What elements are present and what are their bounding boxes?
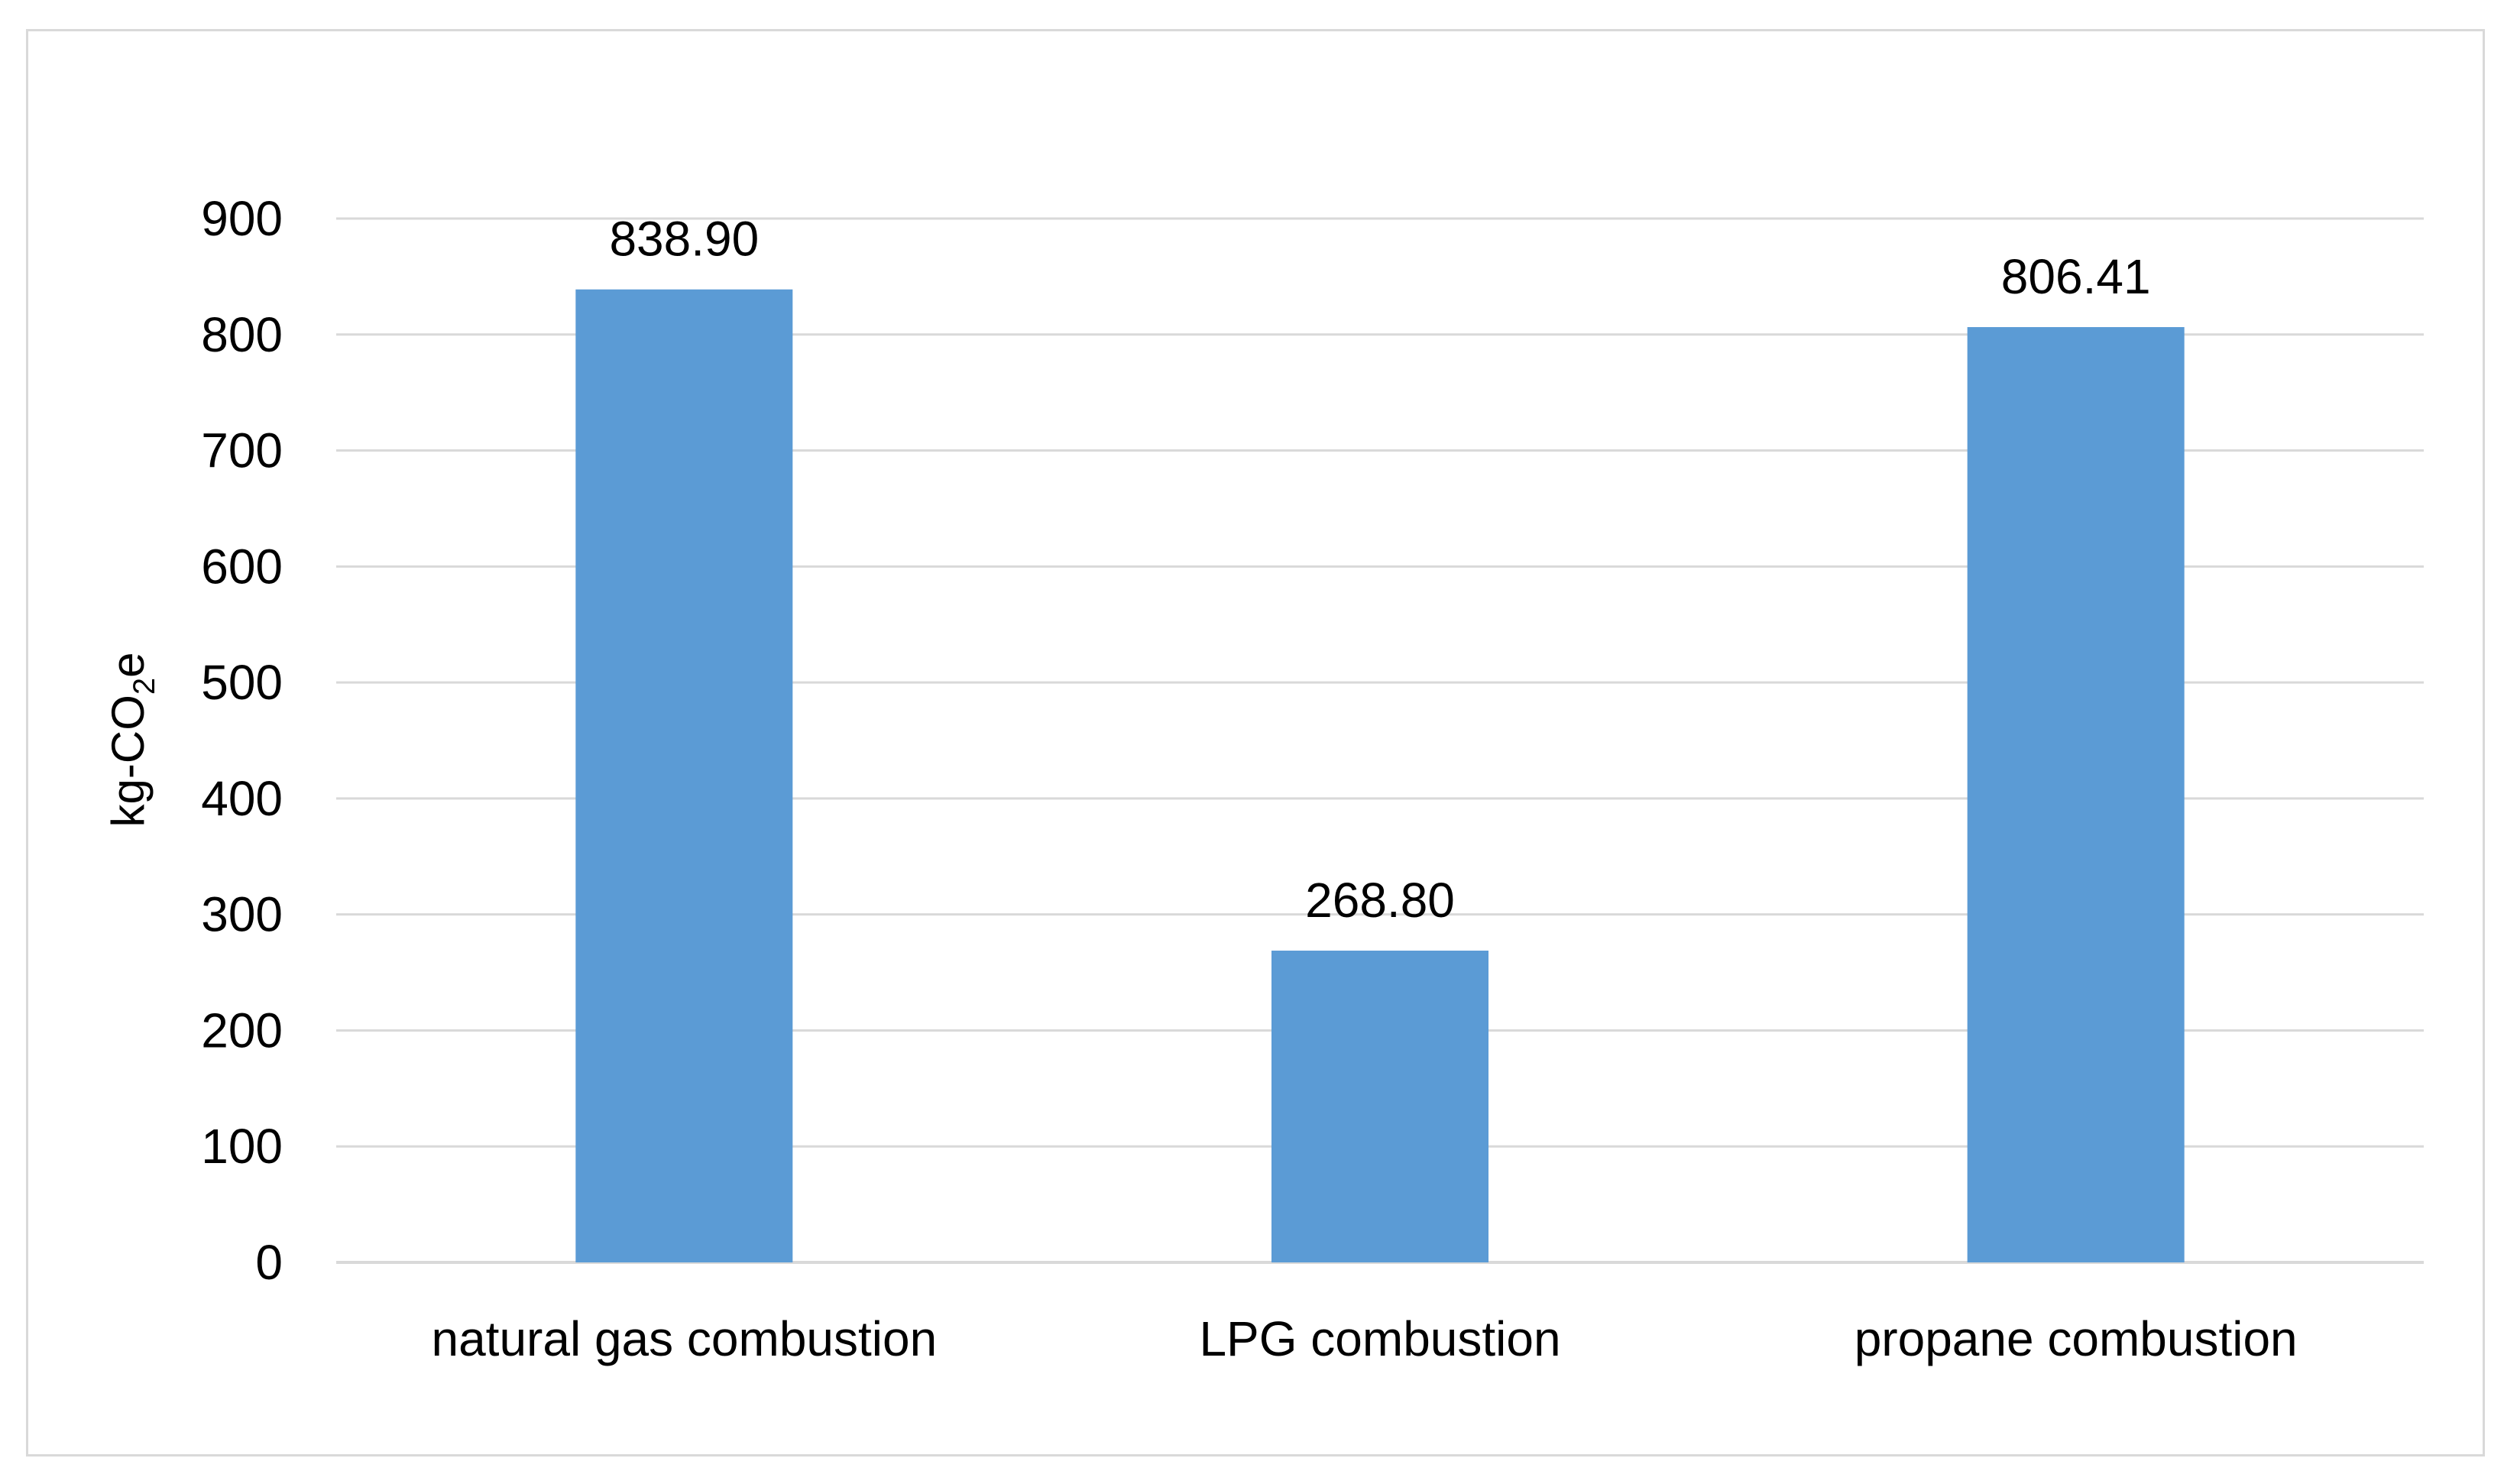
y-tick-label: 200 xyxy=(201,1003,283,1058)
y-tick-label: 300 xyxy=(201,887,283,942)
y-tick-label: 700 xyxy=(201,423,283,478)
data-label: 806.41 xyxy=(2001,249,2151,304)
y-axis-title-subscript: 2 xyxy=(128,678,161,695)
y-axis-title-prefix: kg-CO xyxy=(102,695,154,827)
y-tick-label: 800 xyxy=(201,307,283,362)
data-label: 268.80 xyxy=(1305,873,1455,928)
y-tick-label: 600 xyxy=(201,539,283,594)
x-tick-label: natural gas combustion xyxy=(431,1311,937,1366)
x-tick-label: LPG combustion xyxy=(1199,1311,1560,1366)
data-labels: 838.90 268.80 806.41 xyxy=(609,212,2150,928)
bar xyxy=(575,289,793,1263)
bar xyxy=(1967,327,2185,1262)
y-tick-label: 100 xyxy=(201,1119,283,1174)
x-tick-label: propane combustion xyxy=(1855,1311,2298,1366)
bars xyxy=(575,289,2185,1263)
y-tick-label: 0 xyxy=(255,1235,283,1290)
y-tick-label: 500 xyxy=(201,655,283,710)
y-tick-label: 900 xyxy=(201,191,283,246)
x-axis-ticks: natural gas combustion LPG combustion prop… xyxy=(431,1311,2297,1366)
data-label: 838.90 xyxy=(609,212,759,267)
y-axis-title: kg-CO2e xyxy=(102,653,161,828)
y-axis-title-suffix: e xyxy=(102,653,154,678)
y-tick-label: 400 xyxy=(201,771,283,826)
bar xyxy=(1271,951,1488,1262)
y-axis-ticks: 0 100 200 300 400 500 600 700 800 900 xyxy=(201,191,283,1290)
